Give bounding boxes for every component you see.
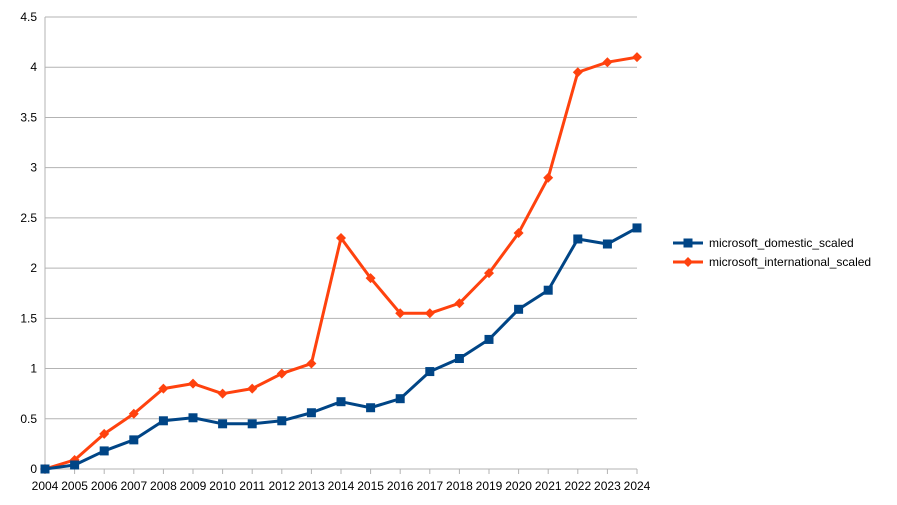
series-microsoft_international_scaled xyxy=(40,52,642,474)
x-tick-label: 2016 xyxy=(387,479,414,493)
y-tick-label: 3.5 xyxy=(20,110,37,124)
data-point-diamond xyxy=(128,408,139,419)
data-point-diamond xyxy=(454,298,465,309)
data-point-square xyxy=(543,285,553,295)
data-point-square xyxy=(99,446,109,456)
y-tick-label: 0 xyxy=(30,462,37,476)
x-tick-label: 2006 xyxy=(91,479,118,493)
data-point-diamond xyxy=(683,257,693,267)
legend: microsoft_domestic_scaled microsoft_inter… xyxy=(673,236,871,269)
data-point-diamond xyxy=(484,268,494,279)
data-point-square xyxy=(454,354,464,364)
series-line xyxy=(44,226,638,471)
data-point-diamond xyxy=(424,308,435,319)
x-tick-label: 2008 xyxy=(150,479,177,493)
series-line xyxy=(44,55,638,471)
x-tick-label: 2009 xyxy=(180,479,207,493)
y-tick-label: 2.5 xyxy=(20,211,37,225)
x-tick-label: 2018 xyxy=(446,479,473,493)
data-point-square xyxy=(632,223,642,233)
data-point-diamond xyxy=(632,52,642,63)
data-point-diamond xyxy=(217,388,228,399)
data-point-diamond xyxy=(247,383,258,394)
data-point-square xyxy=(277,416,287,426)
data-point-square xyxy=(395,394,405,404)
data-point-square xyxy=(188,413,198,423)
x-tick-label: 2017 xyxy=(416,479,443,493)
x-tick-label: 2004 xyxy=(32,479,59,493)
data-point-diamond xyxy=(99,428,110,439)
y-tick-label: 4 xyxy=(30,60,37,74)
y-tick-label: 1.5 xyxy=(20,311,37,325)
x-tick-label: 2010 xyxy=(209,479,236,493)
data-point-square xyxy=(366,403,376,413)
x-tick-label: 2012 xyxy=(268,479,295,493)
data-point-square xyxy=(573,234,583,244)
y-tick-label: 3 xyxy=(30,161,37,175)
legend-label: microsoft_international_scaled xyxy=(709,255,871,269)
data-point-square xyxy=(247,419,257,429)
data-point-square xyxy=(683,238,693,248)
data-point-square xyxy=(484,334,494,344)
data-point-diamond xyxy=(158,383,169,394)
x-tick-label: 2013 xyxy=(298,479,325,493)
y-tick-label: 0.5 xyxy=(20,412,37,426)
data-point-square xyxy=(40,464,50,474)
y-tick-label: 4.5 xyxy=(20,10,37,24)
data-point-diamond xyxy=(336,232,346,243)
data-point-square xyxy=(306,408,316,418)
series-layer xyxy=(40,52,642,474)
data-point-diamond xyxy=(188,378,198,389)
data-point-diamond xyxy=(543,172,554,183)
data-point-diamond xyxy=(513,227,524,238)
data-point-diamond xyxy=(306,358,317,369)
data-point-square xyxy=(514,304,524,314)
grid-lines xyxy=(45,16,637,470)
data-point-diamond xyxy=(572,67,583,78)
x-tick-label: 2021 xyxy=(535,479,562,493)
x-tick-label: 2020 xyxy=(505,479,532,493)
x-tick-label: 2005 xyxy=(61,479,88,493)
x-axis-tick-labels: 2004 2005 2006 2007 2008 2009 2010 2011 2012 2013… xyxy=(32,479,651,493)
y-axis-tick-labels: 0 0.5 1 1.5 2 2.5 3 3.5 4 4.5 xyxy=(20,10,37,476)
y-tick-label: 1 xyxy=(30,362,37,376)
data-point-square xyxy=(158,416,168,426)
legend-entry: microsoft_international_scaled xyxy=(673,255,871,269)
data-point-diamond xyxy=(602,57,613,68)
x-tick-label: 2014 xyxy=(328,479,355,493)
data-point-diamond xyxy=(395,308,406,319)
x-tick-label: 2022 xyxy=(564,479,591,493)
x-tick-label: 2019 xyxy=(476,479,503,493)
x-tick-label: 2015 xyxy=(357,479,384,493)
series-microsoft_domestic_scaled xyxy=(40,223,642,474)
data-point-diamond xyxy=(365,273,376,284)
x-tick-label: 2024 xyxy=(624,479,651,493)
legend-entry: microsoft_domestic_scaled xyxy=(673,236,854,250)
y-tick-label: 2 xyxy=(30,261,37,275)
data-point-square xyxy=(218,419,228,429)
x-tick-label: 2007 xyxy=(120,479,147,493)
data-point-square xyxy=(336,397,346,407)
x-tick-label: 2011 xyxy=(239,479,265,493)
data-point-square xyxy=(425,367,435,377)
data-point-square xyxy=(70,460,80,470)
legend-label: microsoft_domestic_scaled xyxy=(709,236,854,250)
x-tick-label: 2023 xyxy=(594,479,621,493)
data-point-square xyxy=(602,239,612,249)
data-point-diamond xyxy=(276,368,287,379)
data-point-square xyxy=(129,435,139,445)
